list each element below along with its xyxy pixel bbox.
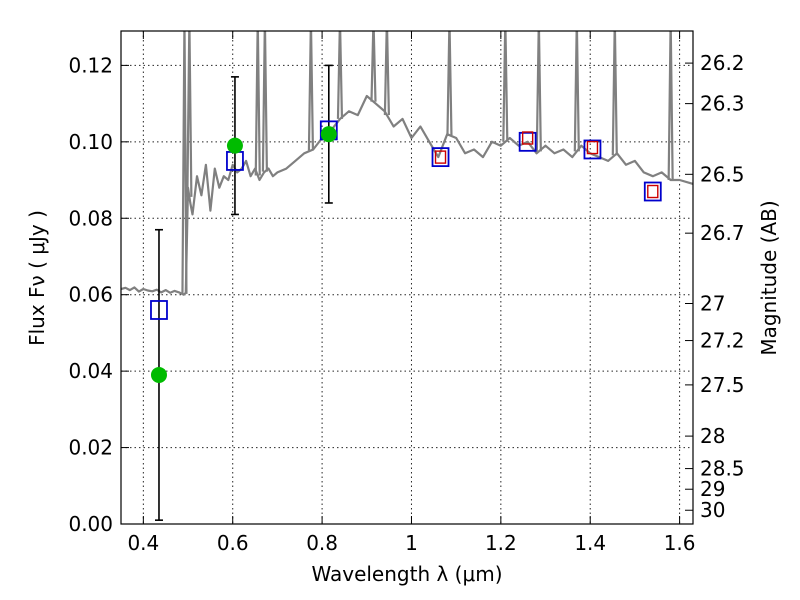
emission-line-spike [254,31,261,176]
emission-line-spike [611,31,618,156]
x-tick-label: 1.4 [574,531,606,555]
model-photometry-square [583,139,602,160]
x-tick-label: 1.2 [485,531,517,555]
y2-tick-label: 26.2 [700,51,745,75]
y-tick-labels: 0.00 0.02 0.04 0.06 0.08 0.10 0.12 [68,53,113,536]
emission-line-spike [667,31,674,181]
y2-tick-label: 27 [700,291,725,315]
grid-lines [121,31,693,525]
observed-photometry-square [647,184,659,199]
model-photometry-square [150,300,168,320]
x-tick-labels: 0.4 0.6 0.8 1 1.2 1.4 1.6 [127,531,695,555]
y2-tick-label: 30 [700,498,725,522]
y2-axis-label: Magnitude (AB) [757,200,781,355]
x-tick-label: 1 [405,531,418,555]
emission-line-spike [261,31,268,172]
y2-tick-label: 28.5 [700,457,745,481]
emission-line-spike [502,31,509,142]
x-tick-label: 0.6 [217,531,249,555]
y2-tick-label: 26.3 [700,92,745,116]
y2-tick-label: 29 [700,477,725,501]
observed-photometry-point [320,126,337,143]
model-photometry-square [518,131,537,152]
y2-tick-label: 27.5 [700,373,745,397]
observed-photometry-point [226,137,243,154]
observed-photometry-square [586,140,599,155]
emission-line-spike [370,31,377,102]
model-photometry-square [643,181,662,202]
model-sed-curve [121,31,693,296]
emission-line-spike [446,31,453,136]
x-axis-label: Wavelength λ (μm) [311,562,502,586]
y2-tick-label: 26.5 [700,162,745,186]
y-tick-label: 0.06 [68,283,113,307]
emission-line-spike [186,31,193,197]
y2-tick-label: 26.7 [700,221,745,245]
y-tick-label: 0.10 [68,130,113,154]
y-tick-label: 0.12 [68,53,113,77]
observed-photometry-square [434,150,447,164]
model-sed-line [121,94,693,296]
y-tick-label: 0.08 [68,206,113,230]
emission-line-spike [336,31,344,119]
emission-line-spike [181,31,188,294]
x-tick-label: 0.4 [127,531,159,555]
y2-tick-label: 28 [700,424,725,448]
emission-line-spike [535,31,542,152]
y-axis-label: Flux Fν ( μJy ) [25,210,49,346]
y-tick-label: 0.00 [68,512,113,536]
emission-line-spike [383,31,390,116]
y2-tick-label: 27.2 [700,329,745,353]
y-tick-label: 0.02 [68,436,113,460]
axis-ticks [121,31,693,525]
x-tick-label: 1.6 [664,531,696,555]
observed-photometry-point [150,366,167,383]
emission-line-spike [307,31,315,151]
observed-photometry-square [521,131,534,145]
emission-line-spike [573,31,580,152]
x-tick-label: 0.8 [306,531,338,555]
photometry-markers [150,120,662,383]
plot-frame [120,30,694,525]
model-photometry-square [431,147,450,168]
y-tick-label: 0.04 [68,359,113,383]
